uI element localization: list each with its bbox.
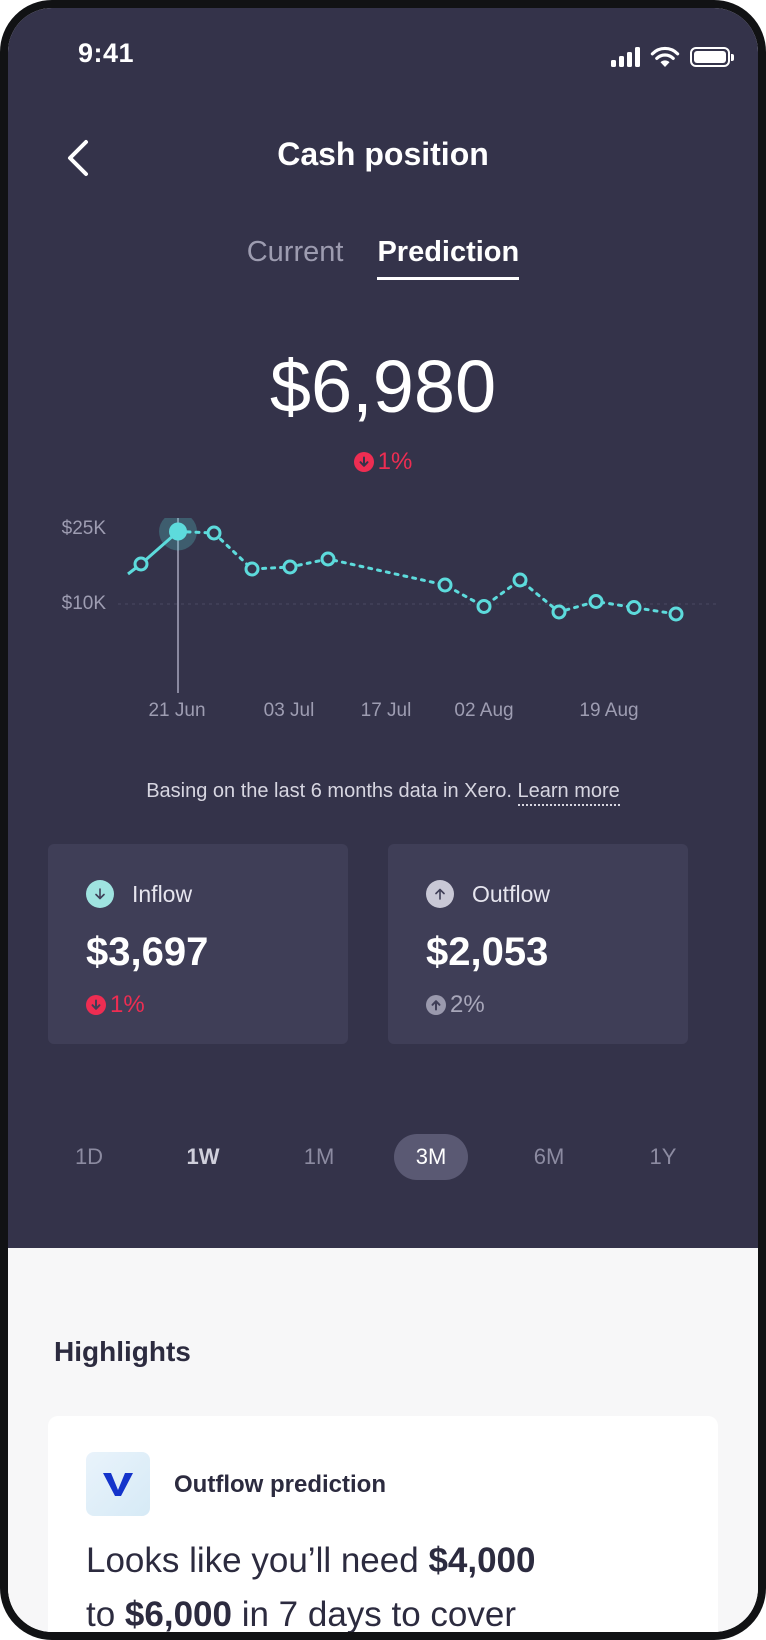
data-point[interactable] [588, 594, 604, 609]
learn-more-link[interactable]: Learn more [517, 780, 620, 806]
data-point[interactable] [320, 551, 336, 567]
cash-change-value: 1% [377, 448, 413, 475]
outflow-header: Outflow [426, 880, 550, 908]
dark-panel: 9:41 Cash position Current Predictio [8, 8, 758, 1248]
y-tick-label: $10K [62, 593, 107, 614]
range-selector: 1D 1W 1M 3M 6M 1Y [44, 1134, 722, 1180]
x-tick-label: 02 Aug [454, 700, 513, 721]
inflow-header: Inflow [86, 880, 192, 908]
range-1w[interactable]: 1W [186, 1144, 220, 1169]
range-6m[interactable]: 6M [533, 1144, 565, 1169]
highlight-text-part: in 7 days to cover [231, 1595, 517, 1634]
cash-change: 1% [8, 448, 758, 476]
cellular-signal-icon [611, 47, 640, 67]
highlights-title: Highlights [54, 1336, 191, 1367]
arrow-down-icon [86, 880, 114, 908]
highlight-card-text: Looks like you’ll need $4,000 to $6,000 i… [86, 1534, 686, 1634]
data-point[interactable] [668, 606, 684, 622]
cash-chart[interactable]: $25K $10K 21 Jun 03 Jul 17 Jul 02 Aug 19… [48, 518, 728, 748]
data-point[interactable] [206, 525, 222, 541]
highlight-amount-high: $6,000 [124, 1595, 232, 1634]
highlight-amount-low: $4,000 [428, 1541, 536, 1580]
highlight-card[interactable]: Outflow prediction Looks like you’ll nee… [48, 1416, 718, 1634]
range-1m[interactable]: 1M [303, 1144, 335, 1169]
data-point[interactable] [551, 604, 567, 620]
status-bar: 9:41 [8, 8, 758, 98]
highlight-card-title: Outflow prediction [174, 1471, 386, 1498]
outflow-value: $2,053 [426, 930, 549, 974]
arrow-down-icon [86, 995, 106, 1015]
note-text: Basing on the last 6 months data in Xero… [146, 780, 512, 802]
tab-prediction[interactable]: Prediction [377, 236, 520, 280]
data-point[interactable] [282, 559, 298, 575]
arrow-up-icon [426, 880, 454, 908]
x-tick-label: 17 Jul [361, 700, 412, 721]
inflow-change: 1% [86, 991, 145, 1019]
arrow-down-icon [353, 452, 374, 472]
back-button[interactable] [58, 136, 98, 180]
inflow-card[interactable]: Inflow $3,697 1% [48, 844, 348, 1044]
data-point[interactable] [244, 561, 260, 577]
outflow-label: Outflow [472, 880, 550, 907]
inflow-label: Inflow [132, 880, 193, 907]
data-point[interactable] [133, 556, 149, 572]
status-time: 9:41 [78, 38, 135, 68]
page-title: Cash position [277, 136, 489, 172]
range-1y[interactable]: 1Y [649, 1144, 677, 1169]
highlight-text-part: Looks like you’ll need [86, 1541, 429, 1580]
arrow-up-icon [426, 995, 446, 1015]
status-icons [611, 46, 734, 68]
cash-value: $6,980 [269, 345, 497, 428]
data-point[interactable] [437, 577, 453, 593]
inflow-change-value: 1% [110, 991, 145, 1018]
outflow-change: 2% [426, 991, 485, 1019]
battery-icon [690, 47, 734, 67]
inflow-value: $3,697 [86, 930, 209, 974]
wifi-icon [650, 46, 680, 67]
outflow-card[interactable]: Outflow $2,053 2% [388, 844, 688, 1044]
data-point[interactable] [512, 572, 528, 588]
data-source-note: Basing on the last 6 months data in Xero… [8, 780, 758, 806]
selected-data-point[interactable] [169, 522, 187, 541]
x-tick-label: 21 Jun [148, 700, 205, 721]
tab-bar: Current Prediction [8, 236, 758, 280]
y-tick-label: $25K [62, 518, 107, 539]
range-3m[interactable]: 3M [394, 1134, 468, 1180]
x-tick-label: 03 Jul [264, 700, 315, 721]
highlight-text-part: to [86, 1595, 125, 1634]
chevron-left-icon [68, 140, 88, 176]
tab-current[interactable]: Current [246, 236, 344, 268]
outflow-change-value: 2% [450, 991, 485, 1018]
range-1d[interactable]: 1D [74, 1144, 104, 1169]
data-point[interactable] [476, 599, 492, 614]
data-point[interactable] [626, 600, 642, 615]
xero-logo-icon [86, 1452, 150, 1516]
x-tick-label: 19 Aug [579, 700, 638, 721]
